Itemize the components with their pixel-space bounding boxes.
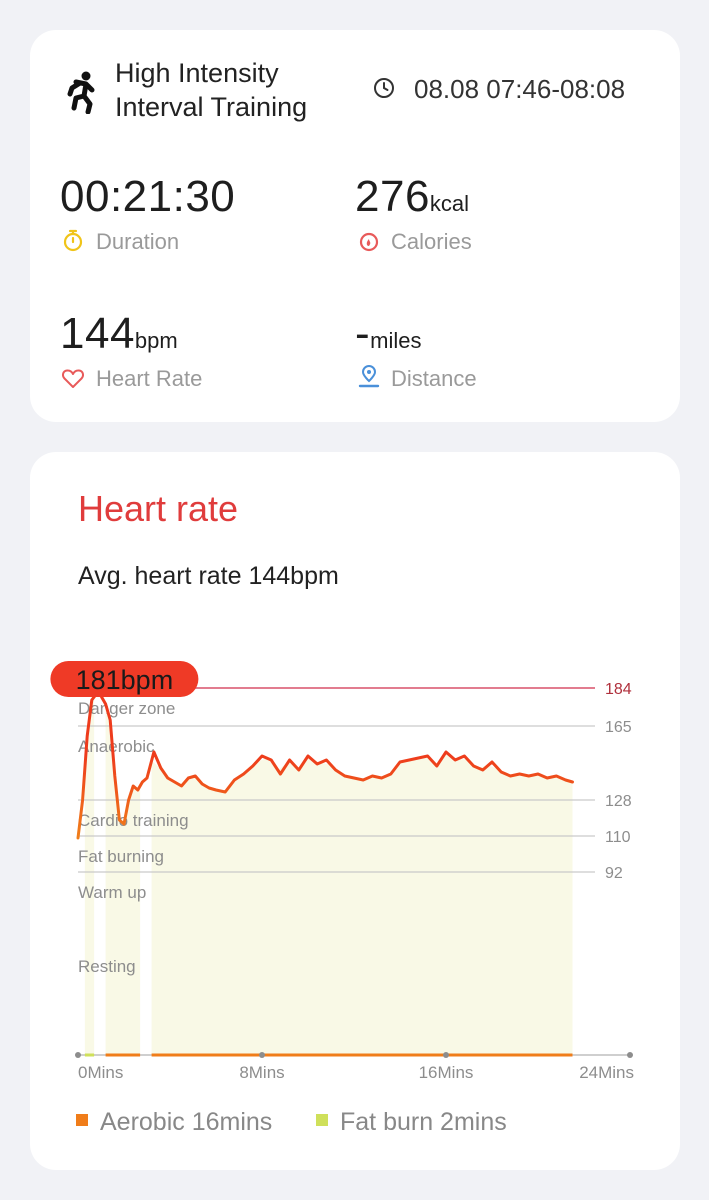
zone-name-5: Resting [78, 957, 136, 976]
heart-rate-title: Heart rate [78, 488, 239, 529]
max-heart-rate-label: 181bpm [76, 665, 174, 695]
legend-aerobic-label: Aerobic 16mins [100, 1108, 273, 1136]
x-tick-label-1: 8Mins [239, 1063, 284, 1082]
heart-rate-label: Heart Rate [96, 366, 203, 391]
duration-value: 00:21:30 [60, 172, 236, 221]
stopwatch-icon [63, 229, 83, 252]
distance-unit: miles [370, 328, 422, 353]
zone-fill-2 [151, 752, 573, 1055]
zone-tick-label-4: 92 [605, 865, 623, 882]
x-tick-dot-2 [443, 1052, 449, 1058]
duration-label: Duration [96, 229, 180, 254]
heart-rate-chart: 184 Danger zone 165 Anaerobic 128 Cardio trai… [50, 661, 634, 1082]
calories-label: Calories [391, 229, 472, 254]
heart-rate-unit: bpm [134, 328, 178, 353]
zone-name-4: Warm up [78, 883, 146, 902]
legend-aerobic-swatch [76, 1114, 88, 1126]
zone-fill-0 [84, 697, 95, 1055]
heart-rate-card: Heart rate Avg. heart rate 144bpm 184 Dan… [30, 452, 680, 1170]
zone-name-3: Fat burning [78, 847, 164, 866]
distance-label: Distance [391, 366, 477, 391]
heart-rate-metric: 144bpm [60, 309, 178, 359]
zone-tick-label-3: 110 [605, 829, 631, 846]
calories-metric: 276kcal [355, 172, 469, 222]
heart-rate-line [76, 692, 574, 840]
location-pin-icon [358, 365, 380, 388]
zone-name-1: Anaerobic [78, 737, 155, 756]
zone-name-0: Danger zone [78, 699, 175, 718]
flame-icon [359, 232, 379, 252]
legend-fat-burn-swatch [316, 1114, 328, 1126]
calories-unit: kcal [429, 191, 470, 216]
x-tick-label-3: 24Mins [579, 1063, 634, 1082]
zone-fill-1 [105, 704, 141, 1055]
x-tick-label-0: 0Mins [78, 1063, 123, 1082]
max-heart-rate-badge [50, 661, 199, 697]
clock-icon [374, 78, 394, 98]
heart-rate-value: 144 [60, 309, 135, 358]
avg-heart-rate: Avg. heart rate 144bpm [78, 562, 339, 590]
heart-icon [62, 369, 84, 388]
legend-fat-burn-label: Fat burn 2mins [340, 1108, 507, 1136]
workout-summary-card: High Intensity Interval Training 08.08 0… [30, 30, 680, 422]
zone-tick-label-1: 165 [605, 719, 632, 736]
running-figure-icon [67, 71, 95, 114]
time-range: 08.08 07:46-08:08 [414, 74, 626, 104]
activity-title: High Intensity Interval Training [115, 58, 308, 122]
zone-tick-label-0: 184 [605, 681, 632, 698]
x-tick-label-2: 16Mins [419, 1063, 474, 1082]
zone-tick-label-2: 128 [605, 793, 632, 810]
x-tick-dot-3 [627, 1052, 633, 1058]
x-tick-dot-1 [259, 1052, 265, 1058]
zone-name-2: Cardio training [78, 811, 189, 830]
distance-metric: -miles [355, 309, 422, 359]
x-tick-dot-0 [75, 1052, 81, 1058]
distance-value: - [355, 309, 371, 358]
calories-value: 276 [355, 172, 430, 221]
